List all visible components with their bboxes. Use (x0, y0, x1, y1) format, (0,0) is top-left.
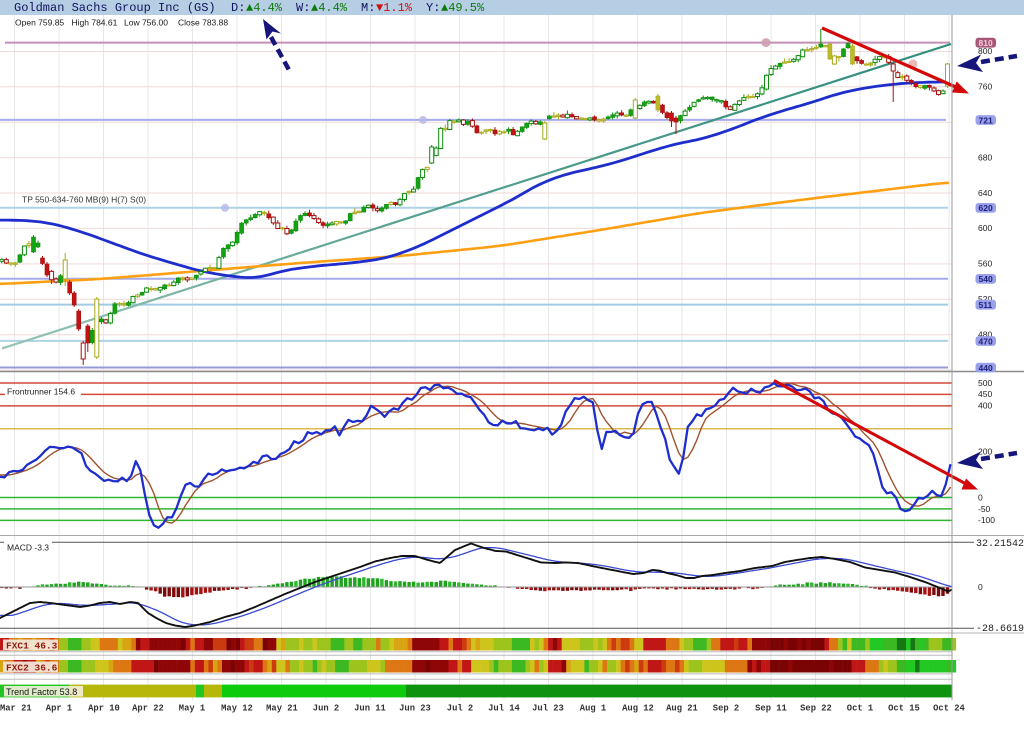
svg-text:Apr 22: Apr 22 (132, 704, 164, 714)
svg-text:500: 500 (978, 378, 992, 388)
svg-text:▲49.5%: ▲49.5% (441, 1, 485, 15)
svg-text:450: 450 (978, 389, 992, 399)
svg-text:May 12: May 12 (221, 704, 253, 714)
svg-text:TP 550-634-760 MB(9) H(7) S(0): TP 550-634-760 MB(9) H(7) S(0) (22, 195, 146, 205)
svg-text:Y:: Y: (426, 1, 440, 15)
svg-text:Open 759.85: Open 759.85 (15, 18, 64, 28)
svg-text:Jun 2: Jun 2 (313, 704, 339, 714)
svg-text:Apr 1: Apr 1 (46, 704, 72, 714)
svg-text:FXC1 46.3: FXC1 46.3 (6, 640, 58, 651)
svg-text:Goldman Sachs Group Inc (GS): Goldman Sachs Group Inc (GS) (14, 1, 216, 15)
svg-text:MACD -3.3: MACD -3.3 (7, 543, 49, 553)
svg-text:620: 620 (979, 203, 993, 213)
svg-text:Low 756.00: Low 756.00 (124, 18, 168, 28)
svg-text:480: 480 (978, 330, 992, 340)
svg-text:470: 470 (979, 336, 993, 346)
svg-text:Sep 22: Sep 22 (800, 704, 832, 714)
svg-text:0: 0 (978, 582, 983, 592)
svg-text:800: 800 (978, 46, 992, 56)
svg-text:32.21542: 32.21542 (976, 539, 1024, 550)
svg-text:Close 783.88: Close 783.88 (178, 18, 228, 28)
svg-text:▲4.4%: ▲4.4% (311, 1, 348, 15)
svg-text:810: 810 (979, 38, 993, 48)
svg-text:Jul 14: Jul 14 (488, 704, 520, 714)
svg-text:Frontrunner 154.6: Frontrunner 154.6 (7, 387, 75, 397)
svg-text:-50: -50 (978, 504, 991, 514)
svg-text:Trend Factor 53.8: Trend Factor 53.8 (6, 687, 77, 697)
svg-text:Aug 12: Aug 12 (622, 704, 654, 714)
svg-text:400: 400 (978, 401, 992, 411)
svg-text:Apr 10: Apr 10 (88, 704, 120, 714)
svg-text:Oct 24: Oct 24 (933, 704, 965, 714)
svg-text:D:: D: (231, 1, 245, 15)
svg-text:Sep 2: Sep 2 (713, 704, 739, 714)
svg-text:May 21: May 21 (266, 704, 298, 714)
svg-text:721: 721 (979, 115, 993, 125)
svg-text:Aug 1: Aug 1 (580, 704, 606, 714)
svg-text:Oct 15: Oct 15 (888, 704, 920, 714)
svg-text:540: 540 (979, 274, 993, 284)
svg-text:May 1: May 1 (179, 704, 205, 714)
svg-text:680: 680 (978, 153, 992, 163)
svg-text:Jul 23: Jul 23 (532, 704, 564, 714)
svg-text:Mar 21: Mar 21 (0, 704, 32, 714)
svg-text:511: 511 (979, 300, 993, 310)
svg-text:440: 440 (979, 363, 993, 373)
svg-text:W:: W: (296, 1, 310, 15)
svg-text:200: 200 (978, 447, 992, 457)
svg-text:Jun 11: Jun 11 (354, 704, 386, 714)
svg-text:Oct 1: Oct 1 (847, 704, 873, 714)
svg-text:-100: -100 (978, 515, 995, 525)
svg-text:Aug 21: Aug 21 (666, 704, 698, 714)
svg-text:520: 520 (978, 294, 992, 304)
svg-text:▲4.4%: ▲4.4% (246, 1, 283, 15)
svg-text:High 784.61: High 784.61 (72, 18, 118, 28)
svg-text:Jun 23: Jun 23 (399, 704, 431, 714)
svg-text:640: 640 (978, 188, 992, 198)
svg-text:Sep 11: Sep 11 (755, 704, 787, 714)
svg-text:-28.66193: -28.66193 (976, 624, 1024, 635)
svg-text:560: 560 (978, 259, 992, 269)
svg-text:M:: M: (361, 1, 375, 15)
svg-text:760: 760 (978, 82, 992, 92)
svg-text:0: 0 (978, 492, 983, 502)
svg-text:Jul 2: Jul 2 (447, 704, 473, 714)
svg-text:600: 600 (978, 223, 992, 233)
svg-text:FXC2 36.6: FXC2 36.6 (6, 662, 58, 673)
svg-text:▼1.1%: ▼1.1% (376, 1, 413, 15)
